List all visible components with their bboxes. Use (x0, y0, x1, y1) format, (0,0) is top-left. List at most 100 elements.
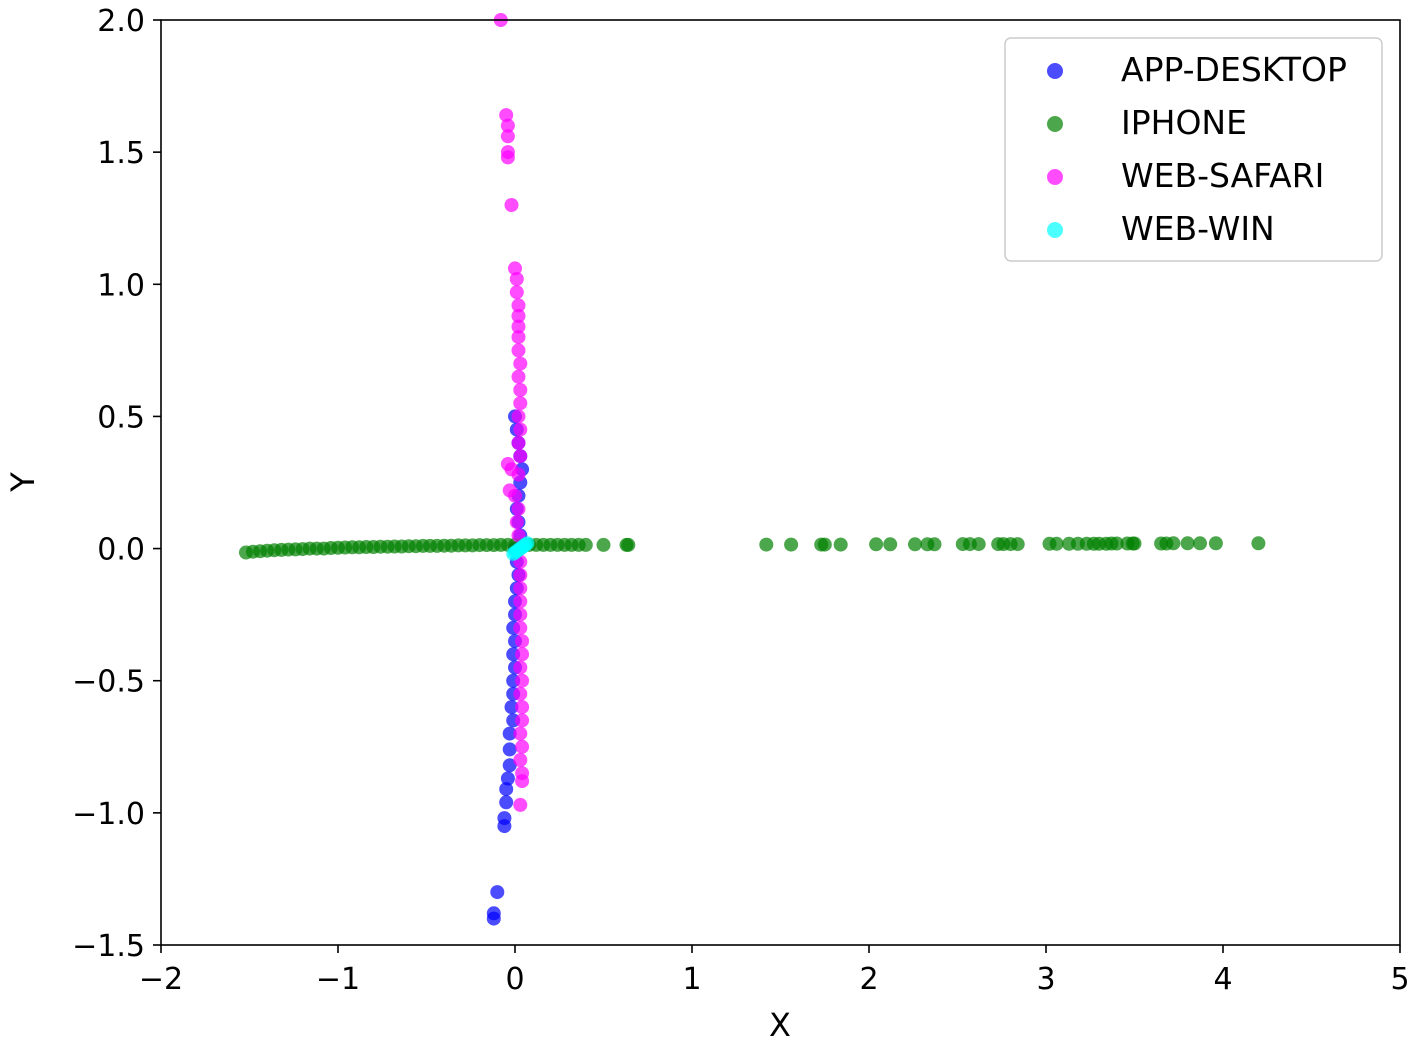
x-tick-label: −1 (316, 962, 360, 997)
data-point-web-safari (499, 108, 514, 123)
y-tick-label: −0.5 (72, 665, 145, 700)
data-point-web-safari (513, 660, 528, 675)
data-point-web-safari (513, 568, 528, 582)
data-point-web-safari (515, 634, 530, 649)
data-point-iphone (784, 537, 799, 552)
y-tick-label: 2.0 (97, 4, 145, 39)
data-point-web-safari (508, 488, 522, 503)
data-point-iphone (883, 537, 898, 552)
data-point-web-safari (513, 753, 528, 767)
data-point-web-win (520, 536, 535, 551)
data-point-web-safari (500, 150, 515, 165)
y-tick-label: 1.5 (97, 136, 145, 171)
data-point-iphone (1010, 537, 1025, 552)
data-point-web-safari (511, 309, 526, 323)
y-tick-label: 0.5 (97, 400, 145, 435)
data-point-iphone (817, 537, 832, 552)
data-point-app-desktop (497, 819, 512, 834)
data-point-web-safari (515, 713, 530, 728)
data-point-iphone (759, 537, 774, 552)
data-point-iphone (1127, 536, 1142, 551)
y-tick-label: −1.5 (72, 929, 145, 964)
data-point-app-desktop (502, 726, 517, 741)
data-point-app-desktop (502, 742, 517, 757)
x-tick-label: 4 (1213, 962, 1232, 997)
x-tick-label: 3 (1036, 962, 1055, 997)
data-point-web-safari (513, 797, 528, 812)
data-point-iphone (1049, 536, 1064, 551)
x-axis-label: X (769, 1006, 791, 1042)
data-point-iphone (578, 537, 593, 552)
data-point-app-desktop (504, 700, 519, 715)
data-point-iphone (1109, 536, 1124, 551)
x-tick-label: 2 (859, 962, 878, 997)
y-tick-label: 1.0 (97, 268, 145, 303)
data-point-iphone (971, 537, 986, 552)
data-point-web-safari (515, 647, 530, 662)
legend-box (1004, 37, 1383, 262)
data-point-web-safari (513, 356, 528, 371)
legend: APP-DESKTOP IPHONE WEB-SAFARI WEB-WIN (1004, 37, 1383, 262)
x-tick-label: 1 (682, 962, 701, 997)
data-point-app-desktop (499, 782, 514, 797)
data-point-iphone (869, 537, 884, 552)
x-tick-label: 0 (505, 962, 524, 997)
data-point-web-safari (513, 620, 528, 635)
data-point-web-safari (511, 369, 526, 384)
data-point-web-safari (511, 330, 526, 345)
data-point-web-safari (500, 129, 515, 144)
data-point-app-desktop (500, 771, 515, 786)
data-point-web-safari (511, 435, 526, 450)
data-point-iphone (1251, 536, 1266, 551)
legend-marker-web-win (1047, 222, 1063, 238)
x-axis: −2 −1 0 1 2 3 4 5 (139, 945, 1410, 997)
y-tick-label: 0.0 (97, 533, 145, 568)
data-point-iphone (1208, 536, 1223, 551)
data-point-web-safari (515, 673, 530, 688)
data-point-iphone (596, 537, 611, 552)
legend-label-web-safari: WEB-SAFARI (1121, 156, 1324, 195)
data-point-iphone (1193, 536, 1207, 551)
legend-label-web-win: WEB-WIN (1121, 209, 1275, 248)
data-point-web-safari (513, 396, 528, 411)
data-point-web-safari (515, 739, 530, 754)
data-point-web-safari (504, 198, 519, 212)
data-point-web-safari (515, 774, 530, 789)
y-axis-label: Y (4, 472, 42, 493)
data-point-web-safari (508, 261, 522, 276)
data-point-web-safari (511, 319, 526, 334)
data-point-app-desktop (486, 911, 501, 926)
data-point-web-safari (513, 594, 528, 609)
data-point-web-safari (513, 383, 528, 397)
legend-label-app-desktop: APP-DESKTOP (1121, 50, 1347, 89)
data-point-web-safari (509, 272, 524, 286)
data-point-web-safari (513, 686, 528, 701)
legend-marker-iphone (1047, 116, 1063, 132)
data-point-web-safari (515, 700, 530, 715)
data-point-web-safari (511, 343, 526, 358)
plot-frame (160, 19, 1401, 946)
x-tick-label: 5 (1390, 962, 1409, 997)
y-tick-label: −1.0 (72, 797, 145, 832)
data-point-web-safari (513, 726, 528, 741)
data-point-iphone (927, 537, 942, 552)
x-tick-label: −2 (139, 962, 183, 997)
data-point-web-safari (511, 298, 526, 313)
data-point-web-safari (509, 285, 524, 300)
data-point-app-desktop (490, 885, 505, 900)
data-point-iphone (621, 537, 636, 552)
data-point-web-safari (511, 501, 526, 516)
legend-label-iphone: IPHONE (1121, 103, 1247, 142)
data-point-web-safari (513, 607, 528, 622)
data-point-app-desktop (502, 758, 517, 773)
y-axis: −1.5 −1.0 −0.5 0.0 0.5 1.0 1.5 2.0 (72, 4, 161, 964)
data-point-web-safari (511, 409, 526, 424)
data-point-iphone (1166, 536, 1181, 551)
data-point-web-safari (509, 515, 524, 530)
data-point-web-safari (513, 581, 528, 596)
data-point-app-desktop (499, 795, 514, 810)
data-point-web-safari (511, 467, 526, 482)
plot-points (239, 13, 1266, 926)
legend-marker-app-desktop (1047, 63, 1063, 79)
